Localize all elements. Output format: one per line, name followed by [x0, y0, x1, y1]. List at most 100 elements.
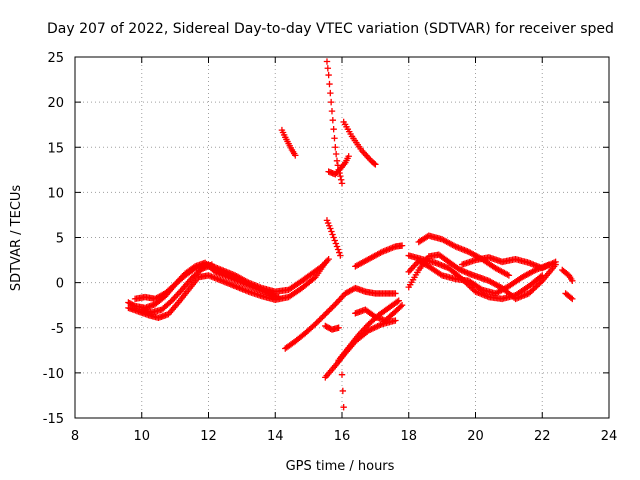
data-point [319, 313, 326, 321]
data-point [392, 290, 399, 297]
y-tick-label: -15 [43, 412, 64, 427]
data-point [338, 371, 346, 378]
data-point [537, 279, 544, 286]
data-point [461, 278, 469, 286]
data-point [324, 65, 332, 72]
data-point [537, 273, 544, 280]
grid-layer [75, 57, 609, 418]
data-point [336, 249, 343, 256]
series-track-08 [325, 153, 352, 178]
tick-layer: 8 10 12 14 16 18 20 22 24 -15 -10 -5 0 5 10 15 20 25 [43, 51, 618, 444]
data-point [377, 321, 384, 329]
data-point [325, 255, 332, 263]
y-tick-label: 5 [56, 232, 64, 247]
data-point [327, 89, 334, 97]
data-point [327, 225, 334, 232]
series-track-17 [405, 251, 559, 303]
series-track-21 [458, 254, 559, 272]
data-point [368, 325, 375, 333]
y-tick-label: 15 [47, 141, 64, 156]
data-point [329, 303, 336, 311]
data-point [437, 271, 444, 278]
series-track-20 [405, 252, 546, 303]
series-track-15 [338, 371, 347, 411]
data-point [331, 237, 338, 244]
y-tick-label: 20 [47, 96, 64, 111]
data-point [337, 176, 345, 183]
data-point [312, 320, 319, 328]
data-point [345, 153, 352, 160]
data-point [328, 107, 336, 115]
data-point [332, 150, 340, 158]
series-track-07 [340, 118, 379, 168]
data-point [567, 294, 575, 301]
y-tick-label: -5 [51, 322, 64, 337]
data-point [552, 258, 559, 266]
data-point [504, 271, 511, 278]
series-track-09 [323, 217, 344, 259]
data-point [243, 278, 251, 286]
series-track-10 [282, 284, 399, 352]
data-point [505, 272, 513, 279]
series-track-03 [131, 255, 332, 303]
data-point [327, 305, 335, 312]
data-point [327, 98, 335, 106]
y-tick-label: -10 [43, 367, 64, 382]
data-point [275, 293, 282, 301]
series-layer [125, 58, 576, 411]
data-point [292, 152, 299, 159]
x-tick-label: 12 [200, 429, 217, 444]
data-point [329, 231, 336, 238]
data-point [539, 272, 546, 279]
data-point [326, 80, 333, 88]
data-point [324, 308, 332, 315]
series-track-23 [562, 290, 576, 303]
data-point [542, 263, 549, 270]
data-point [320, 312, 328, 319]
series-track-22 [559, 266, 576, 285]
data-point [325, 71, 332, 79]
y-tick-label: 10 [47, 186, 64, 201]
series-track-05 [278, 126, 299, 159]
y-tick-label: 0 [56, 277, 64, 292]
data-point [338, 180, 346, 187]
data-point [395, 297, 402, 304]
data-point [450, 242, 458, 249]
data-point [330, 302, 338, 309]
data-point [337, 252, 344, 259]
data-point [310, 275, 318, 282]
data-point [333, 157, 341, 164]
x-tick-label: 8 [71, 429, 79, 444]
data-point [330, 126, 337, 133]
data-point [372, 323, 380, 331]
data-point [331, 135, 338, 142]
data-point [533, 283, 540, 290]
data-point [339, 387, 347, 395]
data-point [335, 324, 342, 331]
data-point [330, 234, 337, 241]
data-point [323, 58, 331, 65]
data-point [328, 228, 335, 235]
y-tick-label: 25 [47, 51, 64, 66]
data-point [569, 295, 576, 303]
series-track-13 [352, 301, 406, 324]
x-tick-label: 18 [400, 429, 417, 444]
data-point [332, 144, 339, 151]
chart-title: Day 207 of 2022, Sidereal Day-to-day VTE… [47, 21, 614, 37]
x-tick-label: 14 [267, 429, 284, 444]
data-point [392, 317, 399, 324]
x-tick-label: 24 [601, 429, 618, 444]
data-point [334, 246, 342, 253]
data-point [398, 242, 406, 249]
data-point [167, 298, 174, 306]
x-tick-label: 20 [467, 429, 484, 444]
data-point [208, 261, 216, 268]
data-point [530, 267, 538, 274]
series-track-14 [322, 322, 342, 333]
data-point [337, 172, 344, 180]
data-point [324, 257, 331, 264]
data-point [569, 277, 576, 285]
x-tick-label: 10 [133, 429, 150, 444]
data-point [332, 240, 340, 247]
